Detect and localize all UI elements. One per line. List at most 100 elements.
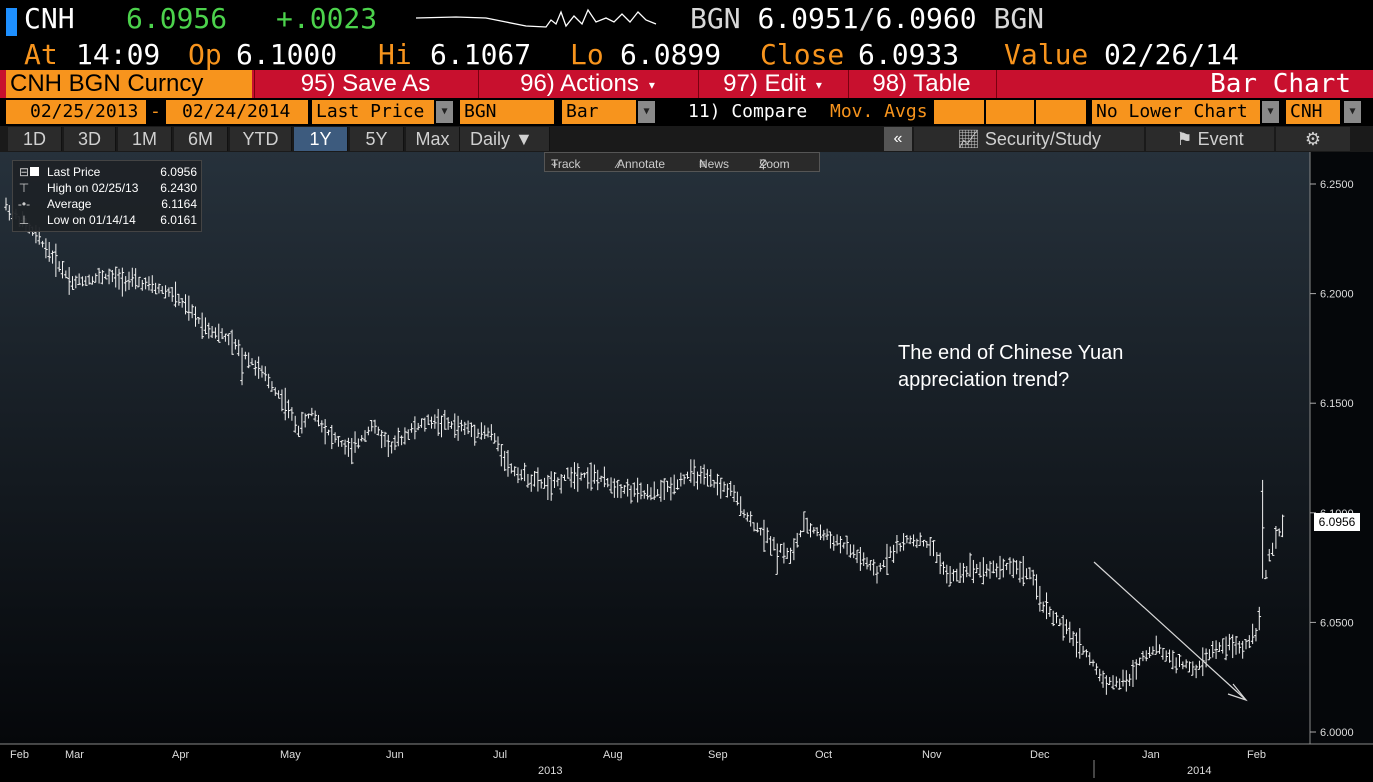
average-marker-icon: -•- [17, 197, 31, 211]
ohlc-bar [482, 425, 487, 439]
ohlc-bar [170, 287, 175, 302]
save-as-label: 95) Save As [300, 70, 431, 97]
compare-button[interactable]: 11) Compare [688, 101, 808, 122]
start-date-field[interactable]: 02/25/2013 [6, 100, 146, 124]
chart-annotation[interactable]: The end of Chinese Yuan appreciation tre… [898, 340, 1198, 394]
period-select[interactable]: Daily ▼ [460, 127, 550, 151]
ohlc-bar [1237, 641, 1242, 654]
ohlc-bar [203, 317, 208, 335]
x-month-label: Oct [815, 749, 832, 761]
gear-icon: ⚙ [1304, 129, 1322, 149]
range-tab-1y[interactable]: 1Y [294, 127, 348, 151]
ohlc-bar [808, 523, 813, 538]
ohlc-bar [1194, 664, 1198, 679]
ohlc-bar [60, 260, 65, 279]
ohlc-bar [1147, 646, 1152, 658]
actions-button[interactable]: 96) Actions ▾ [478, 70, 696, 98]
range-tab-3d[interactable]: 3D [64, 127, 116, 151]
ohlc-bar [1121, 669, 1125, 687]
legend-expand-icon[interactable]: ⊟ [18, 165, 30, 179]
ohlc-bar [1054, 612, 1059, 624]
lower-chart-dropdown-icon[interactable]: ▼ [1262, 101, 1279, 123]
ohlc-bar [187, 295, 191, 321]
ohlc-bar [193, 306, 198, 327]
ohlc-bar [117, 268, 121, 290]
ohlc-bar [915, 538, 919, 548]
ohlc-bar [223, 333, 228, 342]
ohlc-bar [1181, 661, 1185, 670]
currency-field[interactable]: CNH [1286, 100, 1340, 124]
ohlc-bar [1107, 676, 1112, 686]
ohlc-bar [795, 532, 800, 548]
ohlc-bar [376, 426, 381, 436]
ohlc-bar [216, 323, 221, 343]
ohlc-bar [1111, 675, 1115, 690]
ohlc-bar [589, 462, 593, 491]
ohlc-bar [689, 459, 693, 483]
ohlc-bar [669, 477, 673, 501]
ohlc-bar [1220, 638, 1225, 654]
edit-button[interactable]: 97) Edit ▾ [698, 70, 846, 98]
ohlc-bar [173, 281, 178, 308]
field-select[interactable]: Last Price [312, 100, 434, 124]
event-button[interactable]: ⚑ Event [1146, 127, 1274, 151]
mov-avg-input-3[interactable] [1036, 100, 1086, 124]
range-tab-1m[interactable]: 1M [118, 127, 172, 151]
security-study-button[interactable]: 📈︎ Security/Study [914, 127, 1144, 151]
lower-chart-select[interactable]: No Lower Chart [1092, 100, 1260, 124]
ohlc-bar [941, 561, 946, 575]
collapse-button[interactable]: « [884, 127, 912, 151]
ohlc-bar [885, 543, 889, 576]
table-button[interactable]: 98) Table [848, 70, 994, 98]
range-tab-max[interactable]: Max [406, 127, 460, 151]
ohlc-bar [183, 294, 188, 315]
ohlc-bar [40, 240, 45, 248]
ohlc-bar [210, 326, 214, 339]
ohlc-bar [462, 421, 467, 436]
ohlc-bar [1167, 649, 1172, 663]
ohlc-bar [1084, 649, 1089, 658]
annotation-arrowhead [1227, 683, 1248, 702]
ohlc-bar [1137, 657, 1142, 666]
annotate-label: Annotate [617, 157, 666, 171]
ohlc-bar [908, 535, 913, 545]
ohlc-bar [456, 415, 460, 441]
range-tab-1d[interactable]: 1D [8, 127, 62, 151]
settings-gear-button[interactable]: ⚙ [1276, 127, 1350, 151]
ohlc-bar [838, 536, 843, 554]
save-as-button[interactable]: 95) Save As [254, 70, 476, 98]
ohlc-bar [379, 430, 384, 449]
ohlc-bar [240, 347, 244, 386]
end-date-field[interactable]: 02/24/2014 [166, 100, 308, 124]
ohlc-bar [266, 373, 271, 389]
ohlc-bar [1001, 558, 1006, 578]
ohlc-bar [1124, 670, 1129, 692]
ohlc-bar [260, 365, 264, 378]
security-field[interactable]: CNH BGN Curncy [6, 70, 252, 98]
ohlc-bar [659, 479, 663, 502]
mov-avg-input-2[interactable] [986, 100, 1034, 124]
ohlc-bar [788, 547, 793, 564]
style-dropdown-icon[interactable]: ▼ [638, 101, 655, 123]
ohlc-bar [566, 467, 570, 479]
low-value: 6.0899 [620, 38, 722, 71]
last-price-badge: 6.0956 [1314, 513, 1360, 531]
y-tick-label: 6.1500 [1320, 398, 1354, 410]
legend-high-row: ⊤ High on 02/25/13 6.2430 [17, 180, 201, 196]
field-dropdown-icon[interactable]: ▼ [436, 101, 453, 123]
currency-dropdown-icon[interactable]: ▼ [1344, 101, 1361, 123]
style-select[interactable]: Bar [562, 100, 636, 124]
source-field[interactable]: BGN [460, 100, 554, 124]
range-tab-ytd[interactable]: YTD [230, 127, 292, 151]
ohlc-bar [356, 438, 361, 449]
x-month-label: Jul [493, 749, 507, 761]
range-tab-5y[interactable]: 5Y [350, 127, 404, 151]
mov-avg-input-1[interactable] [934, 100, 984, 124]
ohlc-bar [951, 569, 956, 582]
range-tab-6m[interactable]: 6M [174, 127, 228, 151]
ohlc-bar [323, 419, 327, 445]
ohlc-bar [1041, 601, 1046, 613]
security-study-label: Security/Study [984, 129, 1101, 149]
